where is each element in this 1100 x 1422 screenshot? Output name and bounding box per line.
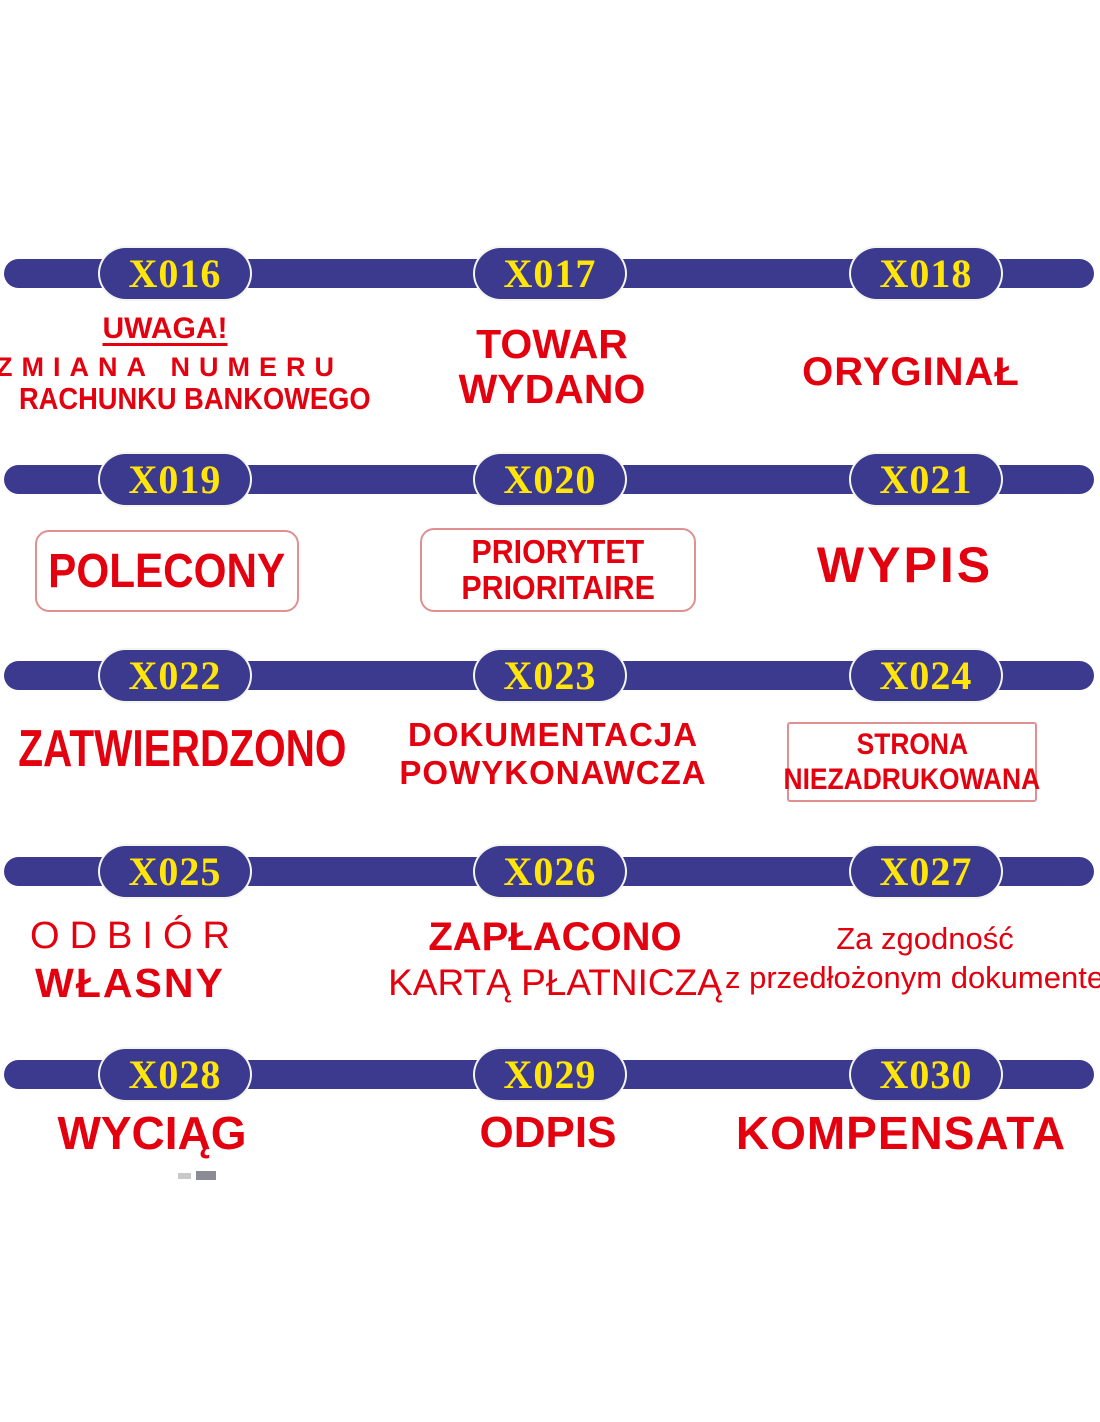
stamp-x025: ODBIÓR WŁASNY (0, 914, 330, 1007)
badge-x029: X029 (475, 1049, 625, 1100)
stamp-x016: UWAGA! ZMIANA NUMERU RACHUNKU BANKOWEGO (0, 312, 371, 417)
badge-x021: X021 (851, 454, 1001, 505)
badge-x019: X019 (100, 454, 250, 505)
badge-x028: X028 (100, 1049, 250, 1100)
stamp-line: WYDANO (458, 366, 646, 413)
badge-code: X018 (879, 251, 973, 296)
stamp-line: POLECONY (48, 544, 286, 598)
stamp-x030: KOMPENSATA (701, 1107, 1100, 1160)
badge-code: X030 (879, 1052, 973, 1097)
stamp-line: z przedłożonym dokumentem (725, 959, 1100, 995)
stamp-line: Za zgodność (836, 921, 1014, 956)
badge-x016: X016 (100, 248, 250, 299)
stamp-line: ZMIANA NUMERU (0, 351, 343, 382)
stamp-line: ORYGINAŁ (802, 350, 1020, 394)
stamp-line: NIEZADRUKOWANA (783, 763, 1041, 796)
badge-code: X020 (503, 457, 597, 502)
badge-x026: X026 (475, 846, 625, 897)
stamp-x028: WYCIĄG (0, 1107, 352, 1160)
stamp-line: PRIORITAIRE (461, 569, 655, 606)
badge-code: X029 (503, 1052, 597, 1097)
badge-code: X026 (503, 849, 597, 894)
badge-code: X025 (128, 849, 222, 894)
badge-x017: X017 (475, 248, 625, 299)
badge-x023: X023 (475, 650, 625, 701)
stamp-line: TOWAR (476, 321, 628, 367)
stamp-line: STRONA (856, 727, 968, 761)
badge-code: X023 (503, 653, 597, 698)
stamp-line: UWAGA! (102, 312, 228, 345)
stamp-x027: Za zgodność z przedłożonym dokumentem (725, 920, 1100, 998)
stamp-x026: ZAPŁACONO KARTĄ PŁATNICZĄ (355, 914, 755, 1005)
badge-x024: X024 (851, 650, 1001, 701)
badge-x018: X018 (851, 248, 1001, 299)
stamp-x022: ZATWIERDZONO (0, 720, 372, 778)
badge-code: X022 (128, 653, 222, 698)
badge-x030: X030 (851, 1049, 1001, 1100)
stamp-x024: STRONA NIEZADRUKOWANA (784, 722, 1040, 802)
stamp-line: ZATWIERDZONO (18, 720, 347, 778)
stamp-x021: WYPIS (705, 537, 1100, 593)
stamp-line: WYCIĄG (57, 1107, 247, 1159)
badge-x027: X027 (851, 846, 1001, 897)
stamp-line: WŁASNY (35, 959, 225, 1006)
stamp-line: ZAPŁACONO (428, 915, 682, 959)
stamp-x020: PRIORYTET PRIORITAIRE (420, 528, 696, 612)
stamp-line: PRIORYTET (471, 533, 645, 571)
stamp-line: RACHUNKU BANKOWEGO (18, 380, 371, 416)
stamp-line: POWYKONAWCZA (399, 753, 707, 791)
stamp-x019: POLECONY (35, 530, 299, 612)
badge-x020: X020 (475, 454, 625, 505)
stamp-line: WYPIS (816, 537, 994, 593)
badge-code: X016 (128, 251, 222, 296)
stamp-line: ODBIÓR (30, 915, 240, 957)
stamp-line: KOMPENSATA (735, 1107, 1067, 1159)
stamp-line: ODPIS (479, 1108, 617, 1157)
badge-code: X021 (879, 457, 973, 502)
badge-code: X017 (503, 251, 597, 296)
badge-code: X027 (879, 849, 973, 894)
stamp-x017: TOWAR WYDANO (352, 321, 752, 413)
badge-x022: X022 (100, 650, 250, 701)
smudge-artifact (196, 1171, 216, 1180)
stamp-x023: DOKUMENTACJA POWYKONAWCZA (353, 716, 753, 791)
badge-code: X024 (879, 653, 973, 698)
stamp-x029: ODPIS (348, 1108, 748, 1157)
badge-x025: X025 (100, 846, 250, 897)
badge-code: X019 (128, 457, 222, 502)
stamp-line: KARTĄ PŁATNICZĄ (388, 962, 722, 1004)
badge-code: X028 (128, 1052, 222, 1097)
stamp-line: DOKUMENTACJA (407, 716, 699, 753)
stamp-x018: ORYGINAŁ (711, 350, 1100, 395)
smudge-artifact (178, 1173, 191, 1179)
